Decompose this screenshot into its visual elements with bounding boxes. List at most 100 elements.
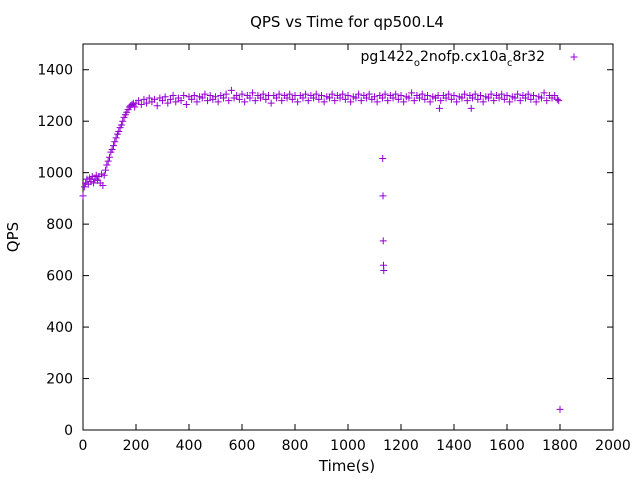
data-point: [80, 183, 88, 191]
chart-title: QPS vs Time for qp500.L4: [250, 13, 444, 31]
x-tick-label: 800: [282, 438, 309, 454]
data-point: [380, 266, 388, 274]
data-point: [219, 94, 227, 102]
data-point: [498, 90, 506, 98]
x-axis: 0 200 400 600 800 1000 1200 1400 1600 1800 2000: [79, 44, 631, 454]
data-point: [164, 99, 172, 107]
data-point: [461, 90, 469, 98]
x-tick-label: 1600: [489, 438, 525, 454]
data-point: [161, 93, 169, 101]
data-point: [193, 98, 201, 106]
data-point: [453, 98, 461, 106]
data-point: [527, 95, 535, 103]
data-point: [294, 98, 302, 106]
data-point: [379, 155, 387, 163]
y-tick-label: 1000: [37, 166, 73, 182]
data-point: [394, 95, 402, 103]
x-tick-label: 1000: [330, 438, 366, 454]
data-point: [543, 97, 551, 105]
data-point: [341, 95, 349, 103]
data-point: [135, 97, 143, 105]
data-point: [119, 117, 127, 125]
data-point: [426, 98, 434, 106]
data-point: [447, 95, 455, 103]
legend-marker: [570, 53, 578, 61]
x-tick-label: 0: [79, 438, 88, 454]
data-point: [180, 91, 188, 99]
data-point: [190, 91, 198, 99]
data-point: [363, 94, 371, 102]
y-tick-label: 600: [46, 269, 73, 285]
data-point: [408, 89, 416, 97]
data-point: [151, 95, 159, 103]
data-point: [325, 94, 333, 102]
data-point: [251, 97, 259, 105]
data-point: [108, 146, 116, 154]
data-point: [241, 98, 249, 106]
data-point: [206, 91, 214, 99]
data-point: [503, 91, 511, 99]
data-point: [551, 91, 559, 99]
data-point: [400, 98, 408, 106]
data-point: [312, 90, 320, 98]
data-point: [246, 94, 254, 102]
data-point: [177, 97, 185, 105]
data-point: [344, 91, 352, 99]
data-point: [373, 98, 381, 106]
data-point: [392, 90, 400, 98]
data-point: [169, 91, 177, 99]
y-tick-label: 400: [46, 320, 73, 336]
data-point: [416, 94, 424, 102]
y-tick-label: 1200: [37, 114, 73, 130]
data-point: [143, 99, 151, 107]
data-point: [506, 98, 514, 106]
data-point: [267, 99, 275, 107]
data-point: [381, 90, 389, 98]
data-point: [484, 94, 492, 102]
data-point: [188, 95, 196, 103]
data-point: [302, 90, 310, 98]
data-point: [117, 121, 125, 129]
data-point: [315, 95, 323, 103]
data-point: [172, 98, 180, 106]
legend-marker-symbol: [570, 53, 578, 61]
y-axis: 0 200 400 600 800 1000 1200 1400: [37, 63, 613, 439]
y-tick-label: 1400: [37, 63, 73, 79]
data-point: [556, 405, 564, 413]
data-point: [159, 97, 166, 105]
data-point: [262, 95, 270, 103]
data-point: [257, 94, 265, 102]
data-point: [389, 94, 397, 102]
data-point: [137, 100, 145, 108]
data-point: [537, 94, 545, 102]
data-point: [437, 97, 445, 105]
data-point: [212, 93, 219, 101]
data-point: [479, 98, 487, 106]
legend-label-part: 2nofp.cx10a: [420, 49, 507, 65]
data-point: [111, 138, 119, 146]
data-point: [530, 91, 537, 99]
y-tick-label: 800: [46, 217, 73, 233]
data-point: [100, 171, 108, 179]
data-point: [418, 90, 426, 98]
data-point: [500, 95, 508, 103]
data-point: [336, 94, 344, 102]
data-point: [379, 192, 387, 200]
data-point: [339, 90, 347, 98]
data-point: [424, 91, 431, 99]
data-point: [99, 182, 107, 190]
data-point: [397, 91, 405, 99]
data-point: [259, 90, 267, 98]
data-point: [112, 134, 120, 142]
data-point: [103, 161, 111, 169]
data-point: [463, 97, 471, 105]
legend-label-part: 8r32: [513, 49, 545, 65]
y-axis-label: QPS: [4, 222, 22, 252]
data-point: [283, 94, 291, 102]
data-point: [310, 94, 318, 102]
data-point: [222, 90, 230, 98]
data-point: [238, 90, 246, 98]
data-point: [304, 97, 312, 105]
data-point: [288, 95, 296, 103]
data-point: [201, 90, 209, 98]
